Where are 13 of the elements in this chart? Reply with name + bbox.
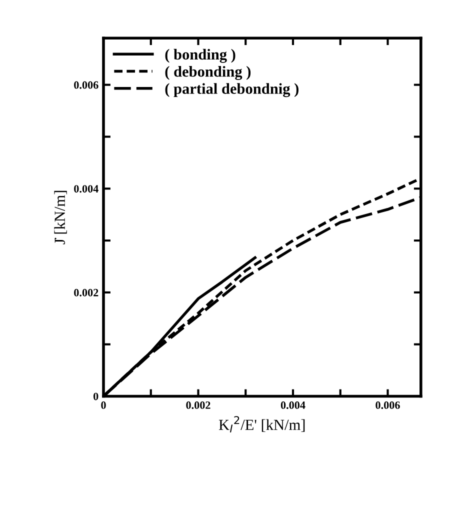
x-axis-title: K$_{I}$$^{2}$/E' [kN/m]	[218, 416, 305, 432]
legend-label: ( partial debondnig )	[165, 83, 298, 98]
y-axis-title: J̇ [kN/m]	[54, 190, 67, 244]
y-tick-label: 0	[94, 392, 98, 400]
x-tick-label: 0.004	[280, 401, 306, 409]
x-tick-label: 0	[101, 401, 106, 409]
y-tick-label: 0.006	[74, 81, 98, 89]
legend-label: ( bonding )	[165, 48, 236, 63]
x-tick-label: 0.006	[376, 401, 400, 409]
legend-label: ( debonding )	[165, 66, 251, 80]
y-tick-label: 0.002	[74, 288, 98, 296]
x-tick-label: 0.002	[186, 401, 210, 409]
y-tick-label: 0.004	[74, 185, 98, 193]
